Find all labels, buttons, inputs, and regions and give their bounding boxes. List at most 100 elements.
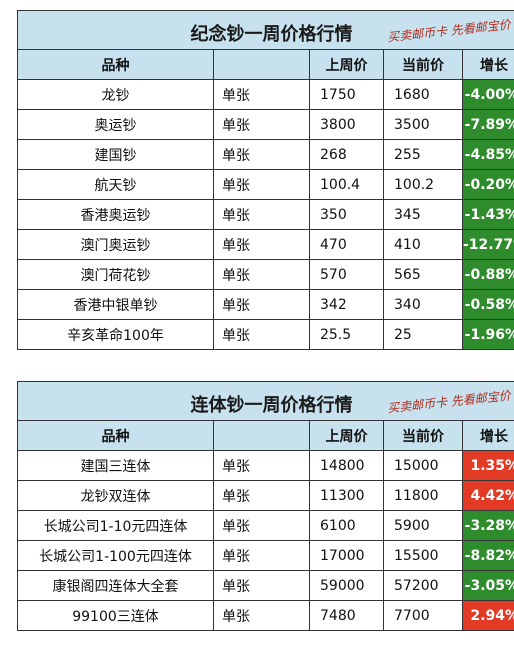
variety-cell: 奥运钞	[17, 109, 214, 140]
table-title-row: 连体钞一周价格行情 买卖邮币卡 先看邮宝价	[16, 381, 514, 421]
unit-cell: 单张	[213, 480, 310, 511]
variety-cell: 航天钞	[17, 169, 214, 200]
header-change: 增长	[461, 49, 514, 80]
table-row: 航天钞 单张 100.4 100.2 -0.20%	[17, 169, 514, 200]
last-week-price-cell: 59000	[309, 570, 384, 601]
table-row: 康银阁四连体大全套 单张 59000 57200 -3.05%	[17, 570, 514, 601]
last-week-price-cell: 100.4	[309, 169, 384, 200]
current-price-cell: 255	[383, 139, 463, 170]
unit-cell: 单张	[213, 319, 310, 350]
variety-cell: 长城公司1-100元四连体	[17, 540, 214, 571]
variety-cell: 康银阁四连体大全套	[17, 570, 214, 601]
table-row: 奥运钞 单张 3800 3500 -7.89%	[17, 109, 514, 140]
unit-cell: 单张	[213, 199, 310, 230]
last-week-price-cell: 17000	[309, 540, 384, 571]
change-cell: -7.89%	[461, 109, 514, 140]
table-row: 辛亥革命100年 单张 25.5 25 -1.96%	[17, 319, 514, 350]
last-week-price-cell: 25.5	[309, 319, 384, 350]
change-cell: 2.94%	[461, 600, 514, 631]
last-week-price-cell: 1750	[309, 79, 384, 110]
unit-cell: 单张	[213, 109, 310, 140]
current-price-cell: 410	[383, 229, 463, 260]
table-row: 香港奥运钞 单张 350 345 -1.43%	[17, 199, 514, 230]
unit-cell: 单张	[213, 450, 310, 481]
current-price-cell: 15000	[383, 450, 463, 481]
last-week-price-cell: 6100	[309, 510, 384, 541]
current-price-cell: 1680	[383, 79, 463, 110]
change-cell: -4.85%	[461, 139, 514, 170]
current-price-cell: 340	[383, 289, 463, 320]
variety-cell: 龙钞双连体	[17, 480, 214, 511]
header-variety: 品种	[17, 420, 214, 451]
unit-cell: 单张	[213, 540, 310, 571]
variety-cell: 澳门荷花钞	[17, 259, 214, 290]
change-cell: 4.42%	[461, 480, 514, 511]
commemorative-notes-table: 纪念钞一周价格行情 买卖邮币卡 先看邮宝价 品种 上周价 当前价 增长 龙钞 单张…	[16, 10, 514, 350]
unit-cell: 单张	[213, 289, 310, 320]
header-row: 品种 上周价 当前价 增长	[17, 420, 514, 451]
last-week-price-cell: 350	[309, 199, 384, 230]
unit-cell: 单张	[213, 259, 310, 290]
change-cell: -4.00%	[461, 79, 514, 110]
variety-cell: 长城公司1-10元四连体	[17, 510, 214, 541]
unit-cell: 单张	[213, 229, 310, 260]
last-week-price-cell: 14800	[309, 450, 384, 481]
last-week-price-cell: 3800	[309, 109, 384, 140]
unit-cell: 单张	[213, 510, 310, 541]
variety-cell: 99100三连体	[17, 600, 214, 631]
unit-cell: 单张	[213, 139, 310, 170]
unit-cell: 单张	[213, 600, 310, 631]
last-week-price-cell: 11300	[309, 480, 384, 511]
variety-cell: 澳门奥运钞	[17, 229, 214, 260]
current-price-cell: 57200	[383, 570, 463, 601]
unit-cell: 单张	[213, 570, 310, 601]
change-cell: -1.43%	[461, 199, 514, 230]
variety-cell: 建国三连体	[17, 450, 214, 481]
variety-cell: 龙钞	[17, 79, 214, 110]
table-row: 长城公司1-100元四连体 单张 17000 15500 -8.82%	[17, 540, 514, 571]
last-week-price-cell: 7480	[309, 600, 384, 631]
change-cell: -1.96%	[461, 319, 514, 350]
change-cell: -0.20%	[461, 169, 514, 200]
last-week-price-cell: 342	[309, 289, 384, 320]
change-cell: -8.82%	[461, 540, 514, 571]
current-price-cell: 5900	[383, 510, 463, 541]
last-week-price-cell: 570	[309, 259, 384, 290]
variety-cell: 香港中银单钞	[17, 289, 214, 320]
current-price-cell: 3500	[383, 109, 463, 140]
current-price-cell: 345	[383, 199, 463, 230]
last-week-price-cell: 470	[309, 229, 384, 260]
header-last-week-price: 上周价	[309, 49, 384, 80]
unit-cell: 单张	[213, 79, 310, 110]
last-week-price-cell: 268	[309, 139, 384, 170]
variety-cell: 香港奥运钞	[17, 199, 214, 230]
header-variety: 品种	[17, 49, 214, 80]
change-cell: -3.28%	[461, 510, 514, 541]
table-row: 澳门荷花钞 单张 570 565 -0.88%	[17, 259, 514, 290]
table-row: 香港中银单钞 单张 342 340 -0.58%	[17, 289, 514, 320]
current-price-cell: 25	[383, 319, 463, 350]
header-unit	[213, 420, 310, 451]
unit-cell: 单张	[213, 169, 310, 200]
current-price-cell: 100.2	[383, 169, 463, 200]
header-row: 品种 上周价 当前价 增长	[17, 49, 514, 80]
change-cell: -0.58%	[461, 289, 514, 320]
current-price-cell: 15500	[383, 540, 463, 571]
header-unit	[213, 49, 310, 80]
header-current-price: 当前价	[383, 420, 463, 451]
table-title: 连体钞一周价格行情	[190, 395, 353, 416]
variety-cell: 辛亥革命100年	[17, 319, 214, 350]
linked-notes-table: 连体钞一周价格行情 买卖邮币卡 先看邮宝价 品种 上周价 当前价 增长 建国三连…	[16, 381, 514, 631]
table-title: 纪念钞一周价格行情	[190, 24, 353, 45]
change-cell: -3.05%	[461, 570, 514, 601]
variety-cell: 建国钞	[17, 139, 214, 170]
change-cell: -12.77%	[461, 229, 514, 260]
current-price-cell: 565	[383, 259, 463, 290]
change-cell: 1.35%	[461, 450, 514, 481]
header-current-price: 当前价	[383, 49, 463, 80]
current-price-cell: 7700	[383, 600, 463, 631]
header-last-week-price: 上周价	[309, 420, 384, 451]
